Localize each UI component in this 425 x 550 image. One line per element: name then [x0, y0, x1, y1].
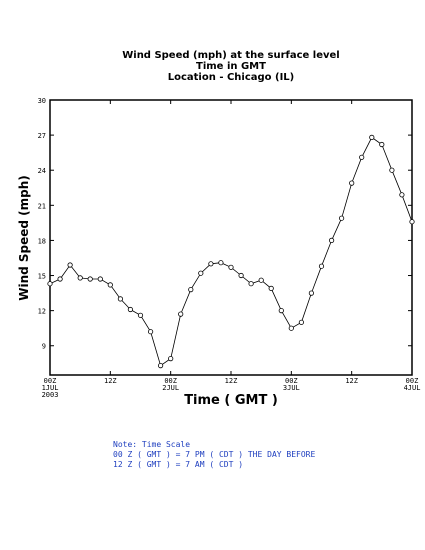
data-point — [359, 154, 365, 160]
data-point — [148, 329, 154, 335]
y-tick-label: 12 — [38, 308, 46, 316]
data-point — [137, 312, 144, 318]
data-point — [127, 306, 133, 313]
x-tick-sublabel: 2JUL — [162, 384, 179, 392]
x-tick-label: 00Z — [285, 377, 298, 385]
data-point — [248, 281, 254, 287]
data-point — [208, 261, 214, 267]
data-point — [168, 355, 174, 362]
x-tick-sublabel: 3JUL — [283, 384, 300, 392]
x-tick-label: 00Z — [44, 377, 57, 385]
data-point — [67, 262, 73, 268]
x-tick-label: 00Z — [164, 377, 177, 385]
y-axis: 9 12 15 18 21 24 27 30 — [38, 97, 412, 351]
data-point — [298, 319, 304, 325]
note-line-2: 00 Z ( GMT ) = 7 PM ( CDT ) THE DAY BEFO… — [113, 450, 316, 459]
data-point — [308, 290, 314, 296]
data-point — [218, 260, 224, 266]
data-point — [228, 264, 234, 270]
y-tick-label: 24 — [38, 167, 46, 175]
data-point — [57, 276, 63, 282]
y-tick-label: 9 — [42, 343, 46, 351]
series-line — [49, 136, 413, 367]
data-point — [238, 272, 244, 279]
data-point — [47, 281, 53, 287]
data-point — [77, 275, 83, 281]
x-tick-label: 12Z — [345, 377, 358, 385]
plot-frame — [49, 99, 413, 376]
note-line-1: Note: Time Scale — [113, 440, 191, 449]
series-wind-speed — [47, 134, 415, 369]
x-tick-sublabel: 1JUL — [42, 384, 59, 392]
y-tick-label: 30 — [38, 97, 46, 105]
data-point — [338, 215, 345, 221]
y-tick-label: 18 — [38, 237, 46, 245]
x-axis-label: Time ( GMT ) — [184, 393, 278, 408]
data-point — [188, 286, 194, 293]
data-point — [389, 167, 395, 173]
data-point — [268, 285, 274, 291]
x-tick-sublabel: 4JUL — [404, 384, 421, 392]
x-tick-label: 12Z — [225, 377, 238, 385]
y-tick-label: 21 — [38, 202, 46, 210]
data-point — [328, 237, 335, 243]
chart-title-line-2: Time in GMT — [196, 61, 266, 72]
data-point — [379, 141, 385, 148]
data-point — [117, 296, 124, 302]
data-point — [198, 270, 204, 276]
data-point — [318, 263, 325, 269]
data-point — [399, 192, 405, 198]
data-point — [258, 277, 264, 283]
y-tick-label: 15 — [38, 273, 46, 281]
x-tick-year-label: 2003 — [42, 391, 59, 399]
data-point — [409, 219, 415, 225]
data-point — [349, 180, 355, 186]
data-point — [369, 134, 375, 140]
data-point — [107, 282, 113, 288]
chart-title-line-1: Wind Speed (mph) at the surface level — [122, 50, 340, 61]
y-axis-label: Wind Speed (mph) — [17, 175, 31, 301]
data-point — [97, 276, 103, 282]
data-point — [158, 362, 164, 369]
y-tick-label: 27 — [38, 132, 46, 140]
data-point — [278, 307, 284, 314]
note-line-3: 12 Z ( GMT ) = 7 AM ( CDT ) — [113, 460, 244, 469]
x-tick-label: 00Z — [406, 377, 419, 385]
data-point — [87, 276, 93, 282]
data-point — [178, 311, 184, 317]
chart-title-line-3: Location - Chicago (IL) — [167, 72, 295, 83]
time-scale-note: Note: Time Scale 00 Z ( GMT ) = 7 PM ( C… — [113, 440, 315, 470]
x-tick-label: 12Z — [104, 377, 117, 385]
data-point — [288, 325, 294, 331]
